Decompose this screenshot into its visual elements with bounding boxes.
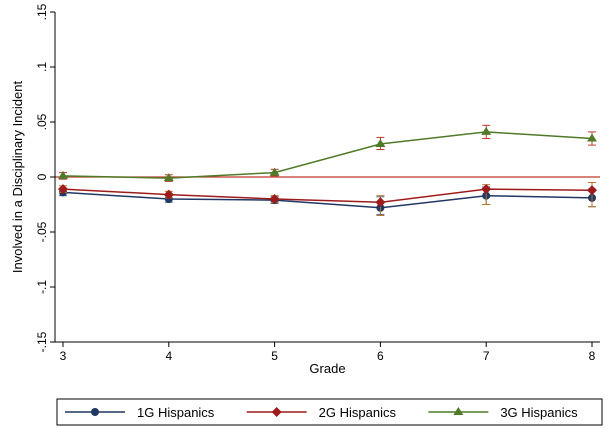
legend-marker (453, 407, 464, 415)
x-tick-label: 5 (271, 349, 278, 363)
data-point (375, 197, 386, 208)
y-axis-title: Involved in a Disciplinary Incident (10, 81, 25, 274)
legend-label: 1G Hispanics (137, 405, 215, 420)
series-line (62, 188, 593, 204)
data-point (58, 170, 68, 179)
series-line (62, 191, 593, 209)
legend-label: 2G Hispanics (319, 405, 397, 420)
data-point (58, 184, 68, 195)
x-tick-label: 8 (589, 349, 596, 363)
plot-area (55, 124, 600, 216)
series-line (62, 131, 593, 179)
y-tick-label: -.15 (35, 331, 49, 352)
x-axis-title: Grade (309, 361, 345, 376)
series-3 (58, 124, 597, 182)
data-point (481, 184, 492, 195)
y-tick-label: -.05 (35, 221, 49, 242)
x-tick-label: 7 (483, 349, 490, 363)
x-tick-label: 3 (60, 349, 67, 363)
data-point (269, 167, 280, 176)
legend-label: 3G Hispanics (500, 405, 578, 420)
legend-marker (271, 407, 282, 417)
data-point (163, 189, 174, 200)
x-tick-label: 4 (165, 349, 172, 363)
data-point (375, 139, 386, 147)
legend-box (56, 398, 603, 426)
series-2 (58, 182, 597, 216)
data-point (587, 185, 597, 196)
axes: .15 .1 .05 0 -.05 -.1 -.15 3 4 5 6 7 8 Grade Involved … (10, 3, 600, 376)
data-point (481, 126, 492, 135)
y-tick-label: .1 (35, 62, 49, 72)
x-tick-label: 6 (377, 349, 384, 363)
data-point (269, 194, 280, 204)
y-tick-label: -.1 (35, 280, 49, 294)
data-point (163, 173, 174, 182)
y-tick-label: .05 (35, 113, 49, 130)
legend-marker (91, 408, 99, 416)
y-tick-label: .15 (35, 3, 49, 20)
y-tick-label: 0 (35, 173, 49, 180)
legend: 1G Hispanics 2G Hispanics 3G Hispanics (56, 398, 603, 426)
data-point (587, 133, 597, 142)
